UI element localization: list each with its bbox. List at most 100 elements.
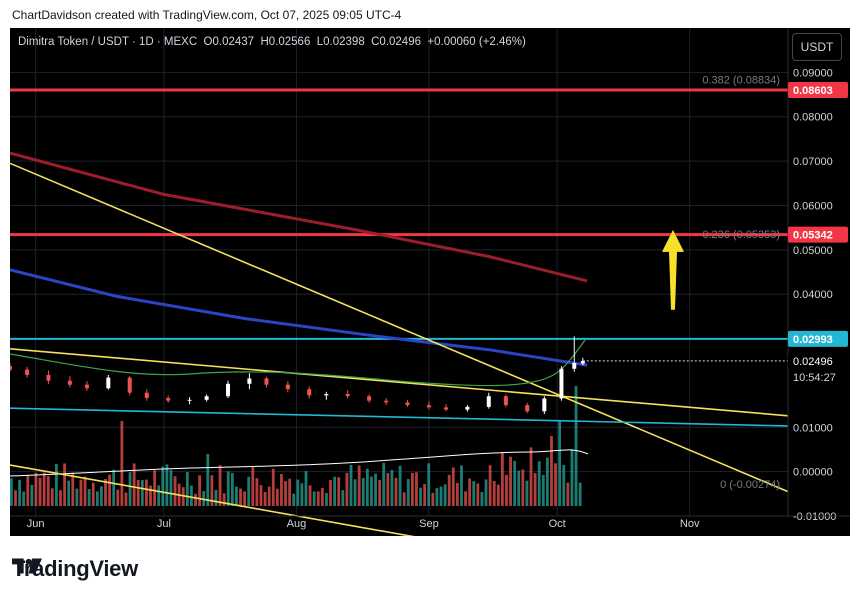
- legend-open: 0.02437: [212, 36, 255, 48]
- volume-bar: [406, 479, 410, 506]
- candle-body: [204, 396, 209, 400]
- volume-bar: [558, 421, 562, 506]
- volume-bar: [247, 476, 251, 506]
- volume-bar: [390, 469, 394, 506]
- y-tick-label: -0.01000: [793, 511, 836, 523]
- candle-body: [226, 383, 231, 397]
- volume-bar: [34, 472, 38, 506]
- y-tick-label: 0.01000: [793, 422, 833, 434]
- candle-body: [264, 378, 269, 385]
- trendline-yellow: [10, 347, 789, 417]
- volume-bar: [284, 481, 287, 506]
- volume-bar: [370, 476, 373, 506]
- chart-pane[interactable]: 0.382 (0.08834) 0.236 (0.05353) 0 (-0.0027…: [10, 28, 850, 536]
- candle-body: [67, 380, 72, 385]
- volume-bar: [447, 474, 451, 506]
- volume-bar: [75, 488, 79, 506]
- volume-bar: [71, 472, 75, 506]
- candle-body: [503, 396, 508, 406]
- trendline-yellow: [10, 464, 415, 536]
- volume-bar: [550, 436, 553, 506]
- legend-close: 0.02496: [379, 36, 421, 48]
- volume-bar: [300, 483, 304, 506]
- volume-bar: [22, 491, 26, 506]
- trendline-cyan: [10, 407, 789, 427]
- volume-bar: [14, 490, 17, 506]
- volume-bar: [415, 472, 418, 506]
- volume-bar: [357, 465, 361, 506]
- volume-bar: [140, 479, 144, 506]
- x-tick-label: Aug: [287, 518, 307, 530]
- volume-bar: [259, 485, 263, 506]
- legend-high: 0.02566: [268, 36, 311, 48]
- x-tick-label: Jul: [157, 518, 171, 530]
- volume-bar: [439, 486, 443, 506]
- volume-bar: [554, 463, 557, 506]
- volume-bar: [333, 476, 337, 506]
- volume-bar: [226, 471, 230, 506]
- candle-body: [25, 369, 30, 375]
- volume-bar: [63, 463, 66, 506]
- volume-bar: [402, 492, 406, 506]
- volume-bar: [243, 491, 247, 506]
- volume-bar: [329, 479, 332, 506]
- volume-bar: [194, 493, 197, 506]
- tradingview-logo-icon: [12, 558, 42, 574]
- price-chart[interactable]: 0.382 (0.08834) 0.236 (0.05353) 0 (-0.0027…: [10, 28, 850, 536]
- volume-bar: [169, 470, 173, 506]
- candle-body: [384, 400, 389, 403]
- volume-bar: [472, 481, 476, 506]
- volume-bar: [480, 492, 484, 506]
- volume-bar: [190, 485, 193, 506]
- volume-bar: [263, 491, 267, 506]
- volume-bar: [59, 490, 62, 506]
- candle-body: [10, 366, 12, 370]
- volume-bar: [460, 465, 463, 506]
- volume-bar: [378, 479, 382, 506]
- y-tick-label: 0.06000: [793, 200, 833, 212]
- fib-label: 0.382 (0.08834): [702, 75, 780, 87]
- volume-bar: [230, 472, 234, 506]
- volume-bar: [95, 491, 99, 506]
- volume-bar: [50, 488, 54, 506]
- candle-body: [127, 377, 132, 393]
- volume-bar: [337, 477, 341, 506]
- candle-body: [84, 384, 89, 389]
- currency-button[interactable]: USDT: [792, 33, 842, 61]
- volume-bar: [398, 465, 402, 506]
- volume-bar: [79, 479, 83, 506]
- candle-body: [367, 396, 372, 401]
- volume-bar: [443, 484, 447, 506]
- volume-bar: [136, 479, 140, 506]
- volume-bar: [145, 479, 148, 506]
- volume-bar: [374, 473, 377, 506]
- volume-bar: [513, 460, 517, 506]
- volume-bar: [419, 487, 422, 506]
- volume-bar: [210, 475, 214, 506]
- symbol-legend: Dimitra Token / USDT · 1D · MEXC O0.0243…: [18, 36, 526, 48]
- volume-bar: [218, 465, 222, 506]
- trendline-yellow: [10, 162, 789, 493]
- volume-bar: [435, 488, 439, 506]
- y-tick-label: 0.09000: [793, 67, 833, 79]
- x-tick-label: Sep: [419, 518, 439, 530]
- candle-body: [486, 396, 491, 407]
- volume-bar: [173, 476, 177, 506]
- candle-body: [580, 360, 585, 364]
- volume-bar: [67, 480, 71, 506]
- volume-bar: [292, 493, 296, 506]
- volume-bar: [488, 465, 492, 506]
- volume-bar: [386, 473, 390, 506]
- volume-bar: [427, 463, 431, 506]
- volume-bar: [132, 463, 136, 506]
- volume-bar: [304, 471, 308, 506]
- volume-bar: [104, 478, 107, 506]
- y-tick-label: 0.07000: [793, 156, 833, 168]
- volume-bar: [423, 483, 427, 506]
- price-axis-bg: [788, 28, 850, 516]
- candle-body: [405, 402, 410, 406]
- volume-bar: [537, 461, 541, 506]
- price-label-bg: [788, 226, 848, 243]
- volume-bar: [533, 473, 537, 506]
- volume-bar: [341, 490, 345, 506]
